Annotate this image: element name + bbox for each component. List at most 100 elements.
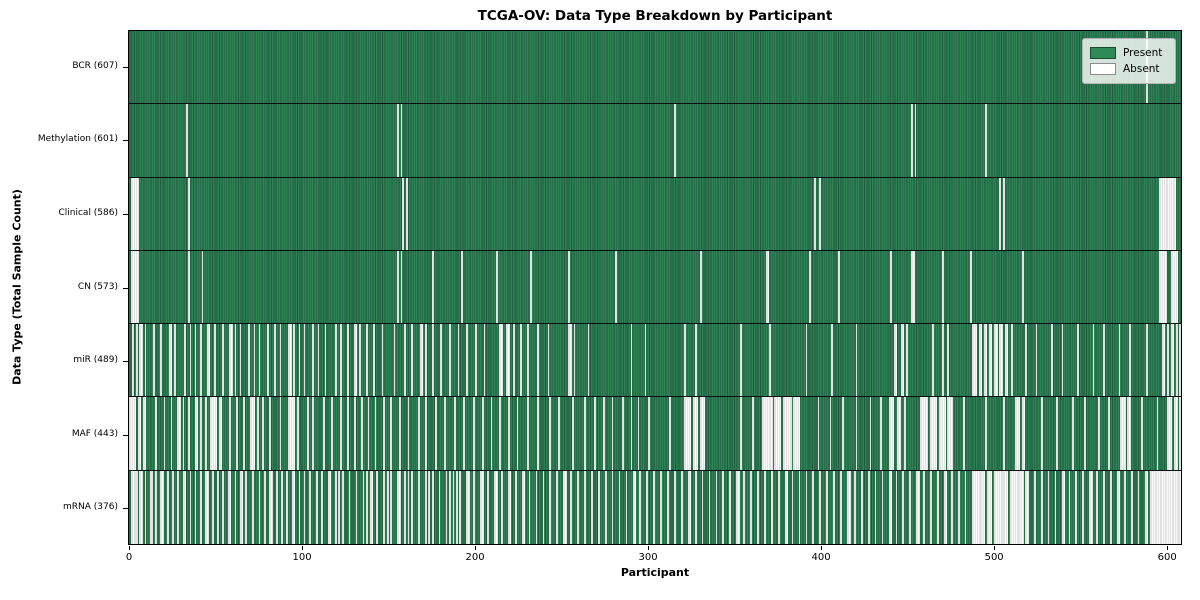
absent-stripe bbox=[170, 397, 173, 470]
absent-stripe bbox=[402, 177, 405, 250]
absent-stripe bbox=[798, 470, 801, 544]
absent-stripe bbox=[584, 470, 586, 544]
absent-stripe bbox=[615, 250, 617, 324]
absent-stripe bbox=[431, 470, 434, 544]
x-tick-label-400: 400 bbox=[811, 552, 831, 563]
absent-stripe bbox=[674, 470, 676, 544]
row-mRNA bbox=[129, 470, 1181, 544]
absent-stripe bbox=[971, 470, 981, 544]
absent-stripe bbox=[172, 470, 174, 544]
absent-stripe bbox=[964, 470, 967, 544]
absent-stripe bbox=[199, 470, 202, 544]
absent-stripe bbox=[1054, 470, 1057, 544]
absent-stripe bbox=[139, 324, 143, 397]
absent-stripe bbox=[353, 397, 356, 470]
absent-stripe bbox=[473, 397, 476, 470]
absent-stripe bbox=[173, 324, 176, 397]
absent-stripe bbox=[653, 470, 655, 544]
absent-stripe bbox=[417, 470, 420, 544]
absent-stripe bbox=[1141, 397, 1143, 470]
x-tick-label-200: 200 bbox=[465, 552, 485, 563]
absent-stripe bbox=[774, 397, 782, 470]
absent-stripe bbox=[888, 397, 894, 470]
absent-stripe bbox=[808, 250, 811, 324]
absent-stripe bbox=[853, 470, 856, 544]
absent-stripe bbox=[288, 397, 296, 470]
absent-stripe bbox=[1002, 470, 1008, 544]
row-CN bbox=[129, 250, 1181, 325]
absent-stripe bbox=[144, 324, 147, 397]
absent-stripe bbox=[449, 470, 451, 544]
absent-stripe bbox=[637, 397, 640, 470]
absent-stripe bbox=[475, 324, 477, 397]
absent-stripe bbox=[793, 397, 801, 470]
absent-stripe bbox=[1068, 470, 1071, 544]
absent-stripe bbox=[390, 397, 392, 470]
absent-stripe bbox=[347, 324, 349, 397]
absent-stripe bbox=[499, 397, 501, 470]
absent-stripe bbox=[537, 324, 540, 397]
absent-stripe bbox=[194, 397, 199, 470]
absent-stripe bbox=[362, 470, 365, 544]
absent-stripe bbox=[978, 324, 982, 397]
absent-stripe bbox=[911, 104, 913, 177]
absent-stripe bbox=[239, 324, 242, 397]
absent-stripe bbox=[646, 470, 649, 544]
absent-stripe bbox=[1056, 397, 1059, 470]
absent-stripe bbox=[369, 470, 373, 544]
absent-stripe bbox=[777, 470, 780, 544]
absent-stripe bbox=[307, 397, 309, 470]
absent-stripe bbox=[739, 324, 742, 397]
absent-stripe bbox=[1167, 324, 1169, 397]
y-tick-mark bbox=[123, 66, 128, 68]
absent-stripe bbox=[1021, 397, 1026, 470]
absent-stripe bbox=[660, 470, 662, 544]
absent-stripe bbox=[549, 397, 552, 470]
absent-stripe bbox=[480, 470, 484, 544]
absent-stripe bbox=[699, 250, 702, 324]
absent-stripe bbox=[1130, 470, 1133, 544]
absent-stripe bbox=[879, 397, 882, 470]
absent-stripe bbox=[130, 470, 135, 544]
absent-stripe bbox=[1167, 397, 1173, 470]
absent-stripe bbox=[611, 470, 614, 544]
absent-stripe bbox=[826, 470, 828, 544]
absent-stripe bbox=[424, 470, 427, 544]
x-tick-mark bbox=[648, 546, 650, 550]
y-tick-mark bbox=[123, 213, 128, 215]
absent-stripe bbox=[900, 324, 905, 397]
absent-stripe bbox=[400, 250, 403, 324]
absent-stripe bbox=[1144, 470, 1149, 544]
absent-stripe bbox=[528, 470, 531, 544]
absent-stripe bbox=[648, 397, 650, 470]
absent-stripe bbox=[791, 470, 794, 544]
absent-stripe bbox=[1040, 397, 1043, 470]
absent-stripe bbox=[366, 470, 368, 544]
absent-stripe bbox=[1110, 470, 1112, 544]
absent-stripe bbox=[729, 470, 732, 544]
absent-stripe bbox=[841, 397, 844, 470]
legend-entry-present: Present bbox=[1090, 45, 1167, 61]
absent-stripe bbox=[947, 324, 950, 397]
absent-stripe bbox=[622, 397, 624, 470]
absent-stripe bbox=[1092, 324, 1095, 397]
absent-stripe bbox=[971, 324, 977, 397]
absent-stripe bbox=[187, 250, 190, 324]
absent-stripe bbox=[177, 397, 181, 470]
absent-stripe bbox=[462, 397, 465, 470]
absent-stripe bbox=[751, 397, 754, 470]
absent-stripe bbox=[838, 250, 841, 324]
absent-stripe bbox=[1170, 250, 1178, 324]
y-tick-label-Methylation: Methylation (601) bbox=[37, 134, 118, 145]
absent-stripe bbox=[1103, 324, 1105, 397]
absent-stripe bbox=[684, 397, 692, 470]
absent-stripe bbox=[419, 324, 424, 397]
absent-stripe bbox=[435, 397, 437, 470]
absent-stripe bbox=[547, 324, 550, 397]
absent-stripe bbox=[353, 324, 358, 397]
absent-stripe bbox=[383, 470, 386, 544]
absent-stripe bbox=[1137, 470, 1140, 544]
absent-stripe bbox=[985, 104, 988, 177]
absent-stripe bbox=[699, 397, 706, 470]
absent-stripe bbox=[980, 470, 986, 544]
